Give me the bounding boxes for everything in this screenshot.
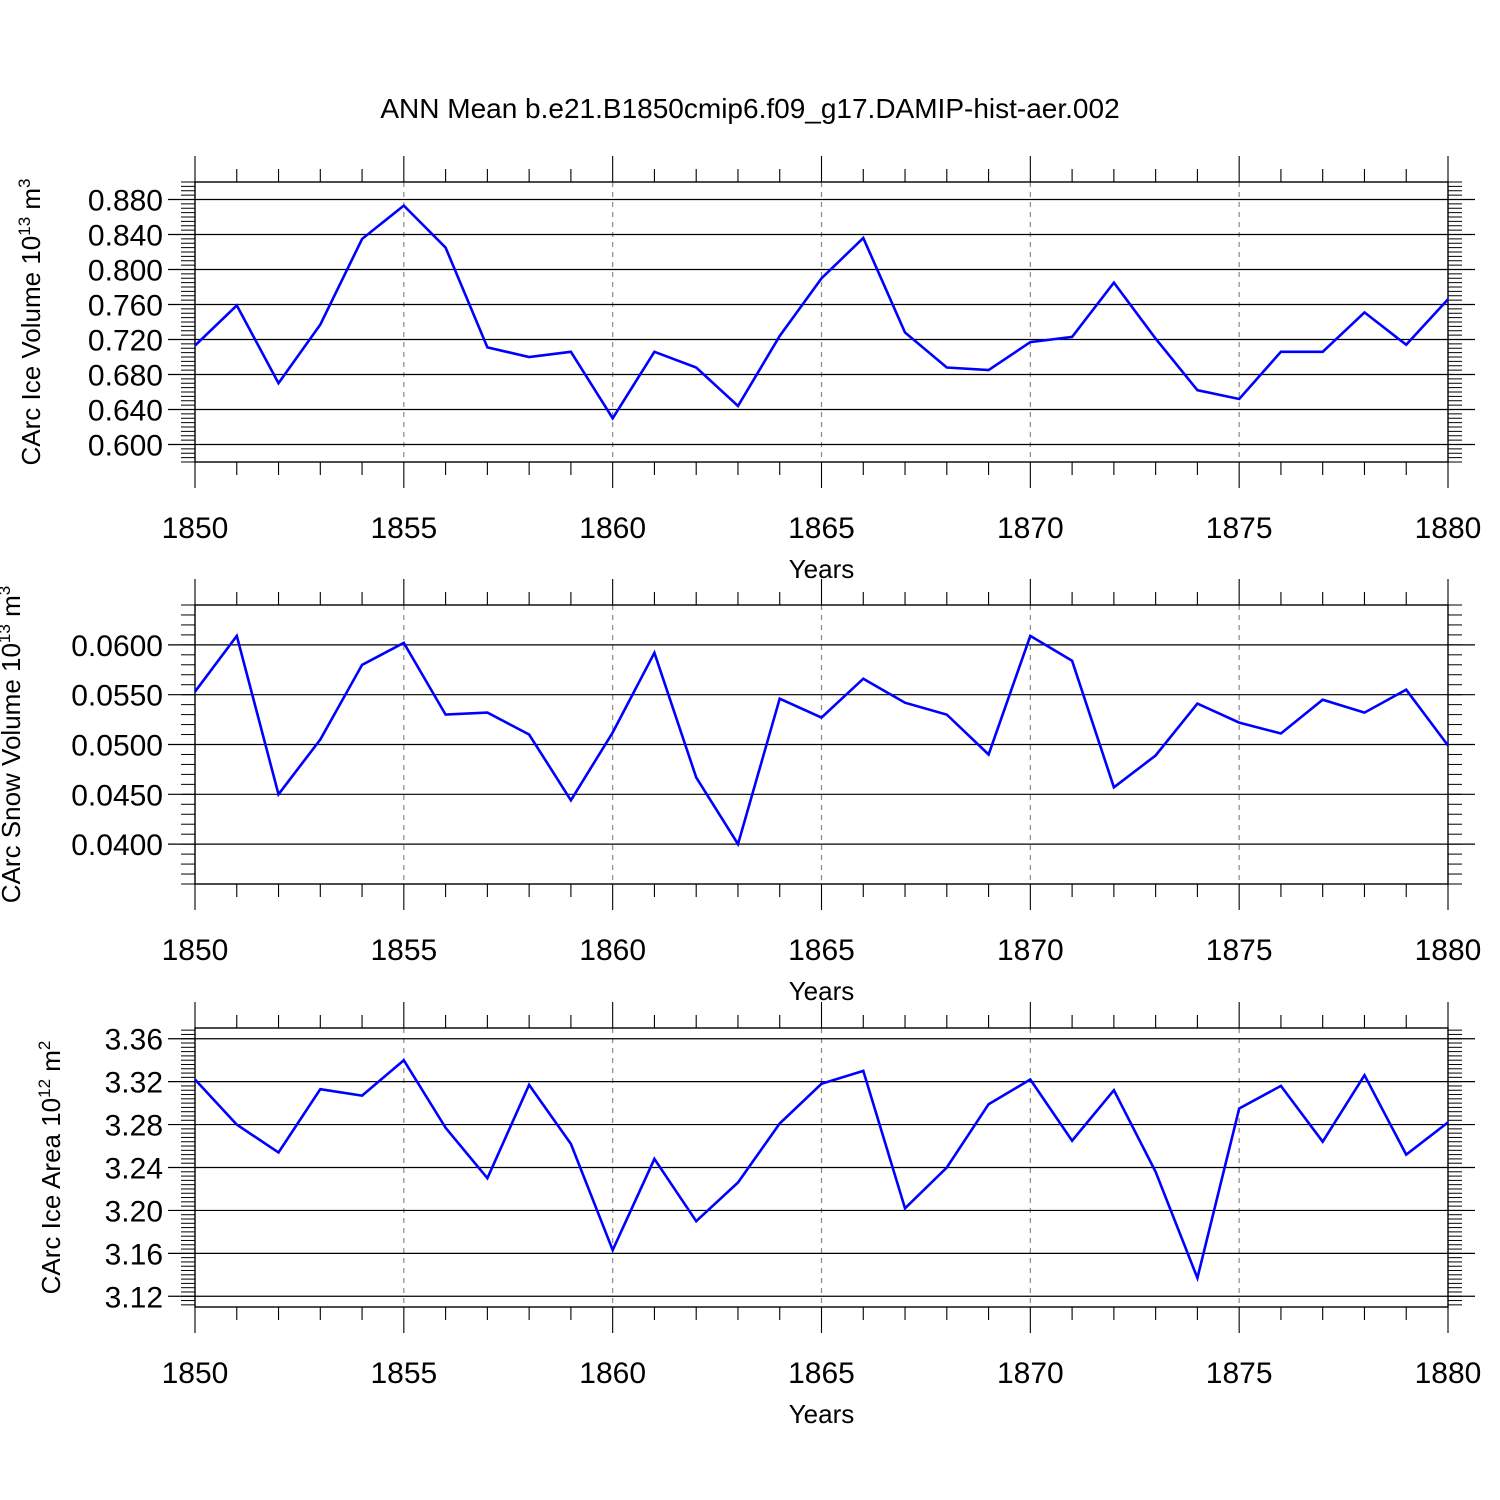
x-tick-label: 1870	[997, 1357, 1064, 1390]
x-tick-label: 1855	[370, 512, 437, 545]
y-tick-label: 0.0400	[71, 829, 163, 862]
x-tick-label: 1880	[1415, 934, 1482, 967]
series-line	[194, 203, 1449, 421]
y-tick-label: 3.24	[105, 1153, 163, 1186]
y-tick-label: 0.0500	[71, 730, 163, 763]
y-tick-label: 3.28	[105, 1110, 163, 1143]
x-tick-label: 1870	[997, 934, 1064, 967]
x-tick-label: 1860	[579, 934, 646, 967]
y-tick-label: 0.600	[88, 430, 163, 463]
chart-title: ANN Mean b.e21.B1850cmip6.f09_g17.DAMIP-…	[380, 93, 1119, 124]
y-tick-label: 0.0450	[71, 779, 163, 812]
x-tick-label: 1855	[370, 934, 437, 967]
y-axis-title: CArc Ice Volume 1013 m3	[15, 178, 46, 465]
y-tick-label: 3.20	[105, 1195, 163, 1228]
x-tick-label: 1855	[370, 1357, 437, 1390]
y-tick-label: 0.880	[88, 185, 163, 218]
y-tick-label: 3.32	[105, 1067, 163, 1100]
y-tick-label: 0.720	[88, 325, 163, 358]
y-tick-label: 0.840	[88, 220, 163, 253]
x-tick-label: 1865	[788, 1357, 855, 1390]
x-tick-label: 1850	[162, 512, 229, 545]
x-tick-label: 1850	[162, 934, 229, 967]
x-tick-label: 1875	[1206, 1357, 1273, 1390]
y-tick-label: 0.0600	[71, 630, 163, 663]
x-tick-label: 1860	[579, 512, 646, 545]
y-axis-title: CArc Ice Area 1012 m2	[35, 1041, 66, 1295]
series-line	[194, 1058, 1449, 1283]
panel-1: 0.6000.6400.6800.7200.7600.8000.8400.880…	[15, 156, 1481, 584]
y-tick-label: 3.36	[105, 1024, 163, 1057]
x-tick-label: 1875	[1206, 934, 1273, 967]
y-tick-label: 0.640	[88, 395, 163, 428]
series-line	[193, 632, 1450, 848]
x-tick-label: 1880	[1415, 512, 1482, 545]
x-tick-label: 1870	[997, 512, 1064, 545]
y-tick-label: 0.0550	[71, 680, 163, 713]
y-tick-label: 3.12	[105, 1281, 163, 1314]
y-tick-label: 0.800	[88, 255, 163, 288]
x-tick-label: 1850	[162, 1357, 229, 1390]
x-tick-label: 1860	[579, 1357, 646, 1390]
y-tick-label: 0.760	[88, 290, 163, 323]
x-tick-label: 1865	[788, 512, 855, 545]
x-tick-label: 1880	[1415, 1357, 1482, 1390]
x-axis-title: Years	[789, 976, 855, 1006]
y-tick-label: 3.16	[105, 1238, 163, 1271]
panel-3: 3.12 3.16 3.20 3.24 3.28 3.32 3.36 1850 1855 1860…	[35, 1002, 1481, 1429]
y-axis-title: CArc Snow Volume 1013 m3	[0, 586, 26, 903]
x-tick-label: 1865	[788, 934, 855, 967]
panel-2: 0.0400 0.0450 0.0500 0.0550 0.0600 1850 1855 18…	[0, 579, 1481, 1006]
panels: 0.6000.6400.6800.7200.7600.8000.8400.880…	[0, 156, 1481, 1429]
y-tick-label: 0.680	[88, 360, 163, 393]
x-axis-title: Years	[789, 1399, 855, 1429]
x-tick-label: 1875	[1206, 512, 1273, 545]
